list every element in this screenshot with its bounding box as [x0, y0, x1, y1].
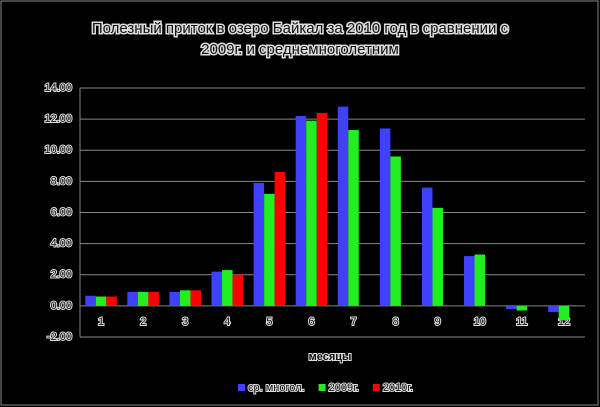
x-tick-label: 10: [474, 316, 486, 328]
bar: [148, 291, 159, 306]
y-tick-label: 8.00: [51, 175, 72, 187]
bar: [548, 305, 559, 313]
bar: [421, 187, 433, 306]
x-tick-label: 8: [393, 316, 399, 328]
bar: [516, 305, 528, 311]
bar: [232, 274, 244, 306]
x-tick-label: 5: [266, 316, 272, 328]
bar: [337, 106, 349, 306]
bar: [85, 295, 96, 306]
bar: [106, 296, 117, 306]
bar: [379, 128, 391, 306]
bar: [558, 305, 570, 320]
x-tick-label: 9: [435, 316, 441, 328]
bar: [306, 120, 317, 306]
y-tick-label: 2.00: [51, 269, 72, 281]
x-tick-label: 3: [182, 316, 188, 328]
bar: [348, 130, 359, 306]
x-tick-label: 11: [516, 316, 527, 328]
x-tick-label: 7: [350, 316, 356, 328]
y-tick-label: 14.00: [44, 82, 72, 94]
x-tick-label: 1: [98, 316, 104, 328]
chart-title: Полезный приток в озеро Байкал за 2010 г…: [92, 20, 509, 37]
y-tick-label: 12.00: [44, 113, 72, 125]
bar: [316, 112, 328, 306]
bar: [295, 116, 307, 306]
bar: [127, 291, 138, 306]
legend-swatch: [318, 384, 326, 391]
bar: [179, 290, 191, 306]
bar: [190, 290, 201, 306]
legend-swatch: [372, 384, 380, 391]
legend-label: 2010г.: [383, 382, 413, 394]
bar: [390, 156, 401, 306]
legend-swatch: [238, 384, 245, 391]
bar: [222, 270, 233, 306]
bar: [274, 172, 286, 306]
y-tick-label: 10.00: [44, 144, 72, 156]
x-tick-label: 4: [224, 316, 230, 328]
x-tick-label: 2: [140, 316, 146, 328]
bar: [169, 291, 180, 306]
bar: [264, 193, 275, 306]
bar: [474, 254, 486, 306]
x-tick-label: 6: [308, 316, 314, 328]
bar: [95, 296, 107, 306]
bar: [464, 256, 475, 306]
bar: [137, 291, 149, 306]
bar: [432, 207, 443, 306]
chart-title: 2009г. и среднемноголетним: [201, 41, 399, 58]
y-tick-label: -2.00: [47, 331, 72, 343]
y-tick-label: 0.00: [51, 300, 72, 312]
legend-label: 2009г.: [329, 382, 359, 394]
bar: [211, 271, 223, 306]
x-axis-label: месяцы: [309, 351, 352, 363]
bar: [253, 182, 265, 306]
legend-label: ср. многол.: [248, 382, 305, 394]
bar: [506, 305, 517, 309]
y-tick-label: 6.00: [51, 206, 72, 218]
y-tick-label: 4.00: [51, 238, 72, 250]
